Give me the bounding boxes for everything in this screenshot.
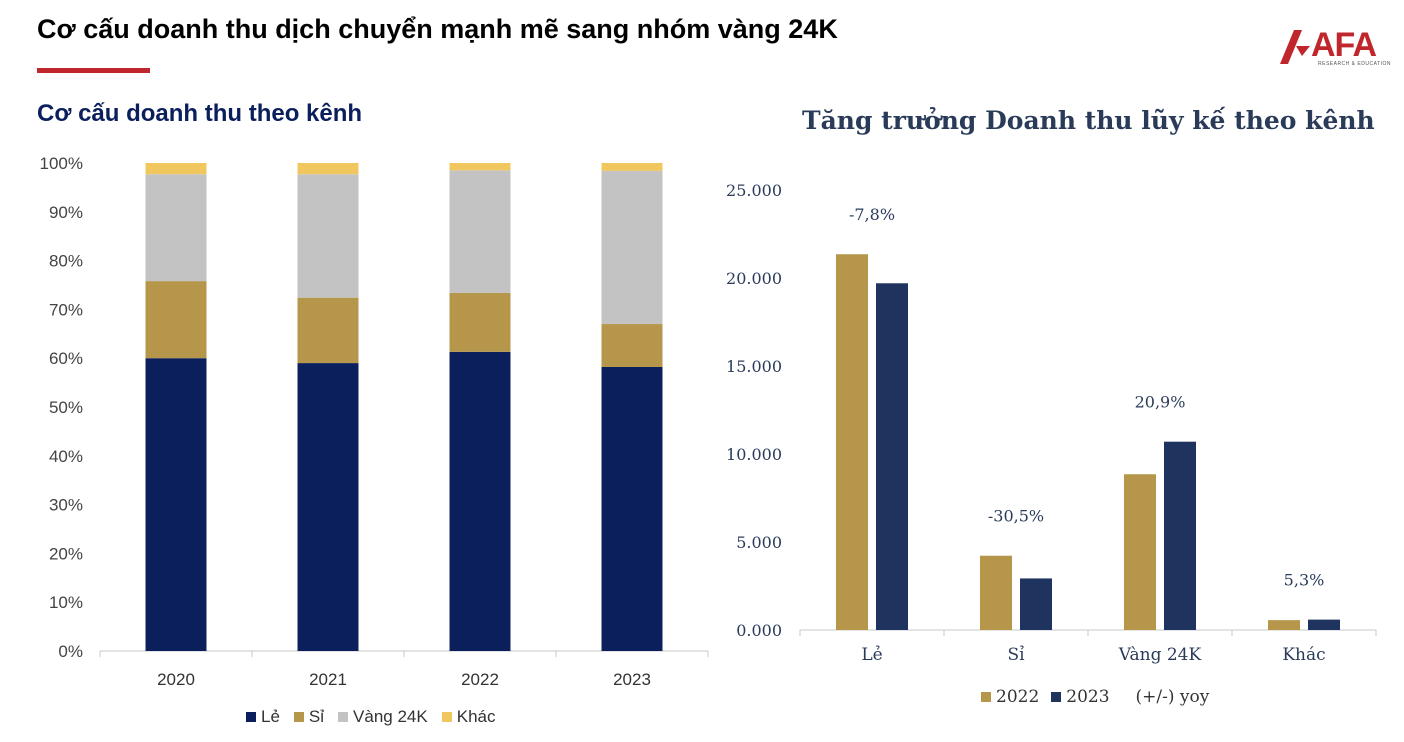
x-tick-label-left: 2020 (157, 670, 195, 689)
y-tick-label-left: 70% (49, 300, 83, 319)
bar-segment-Sỉ (297, 297, 359, 364)
page-title: Cơ cấu doanh thu dịch chuyển mạnh mẽ san… (37, 14, 838, 44)
x-tick-label-right: Khác (1282, 645, 1325, 665)
bar-segment-Vàng 24K (145, 174, 207, 282)
yoy-annotation: 20,9% (1135, 393, 1186, 412)
x-tick-label-right: Vàng 24K (1118, 645, 1202, 665)
bar-segment-Khác (449, 163, 511, 171)
logo-text: AFA (1311, 26, 1377, 64)
bar-segment-Sỉ (145, 281, 207, 359)
bar-segment-Vàng 24K (449, 170, 511, 293)
x-tick-label-left: 2022 (461, 670, 499, 689)
y-tick-label-right: 5.000 (736, 533, 782, 552)
x-tick-label-right: Sỉ (1007, 645, 1025, 665)
y-tick-label-left: 50% (49, 398, 83, 417)
right-legend: 2022 2023 (+/-) yoy (981, 687, 1209, 707)
bar-Lẻ-2022 (836, 254, 868, 631)
yoy-annotation: -30,5% (988, 507, 1044, 526)
legend-note-yoy: (+/-) yoy (1135, 687, 1210, 707)
logo-subtext: RESEARCH & EDUCATION (1318, 61, 1391, 67)
bar-segment-Sỉ (601, 324, 663, 367)
bar-segment-Lẻ (297, 363, 359, 651)
bar-segment-Khác (145, 163, 207, 175)
bar-Khác-2023 (1308, 619, 1340, 630)
bar-Vàng 24K-2023 (1164, 441, 1196, 630)
bar-segment-Khác (601, 163, 663, 171)
left-chart-title: Cơ cấu doanh thu theo kênh (37, 100, 363, 127)
y-tick-label-left: 60% (49, 349, 83, 368)
y-tick-label-left: 20% (49, 544, 83, 563)
y-tick-label-left: 0% (58, 642, 83, 661)
y-tick-label-left: 30% (49, 496, 83, 515)
x-tick-label-right: Lẻ (861, 645, 882, 665)
y-tick-label-right: 25.000 (726, 181, 782, 200)
bar-segment-Lẻ (449, 351, 511, 651)
legend-item-vang-24k: Vàng 24K (338, 707, 428, 727)
bar-segment-Vàng 24K (297, 174, 359, 298)
y-tick-label-left: 40% (49, 447, 83, 466)
bar-Vàng 24K-2022 (1124, 474, 1156, 630)
bar-segment-Lẻ (145, 358, 207, 651)
bar-Khác-2022 (1268, 620, 1300, 630)
yoy-annotation: -7,8% (849, 205, 895, 224)
left-legend: Lẻ Sỉ Vàng 24K Khác (246, 707, 495, 727)
bar-segment-Vàng 24K (601, 170, 663, 325)
right-chart-title: Tăng trưởng Doanh thu lũy kế theo kênh (802, 106, 1375, 135)
legend-item-2023: 2023 (1051, 687, 1110, 707)
bar-segment-Sỉ (449, 292, 511, 352)
title-underline (37, 68, 150, 73)
bar-Sỉ-2022 (980, 555, 1012, 630)
yoy-annotation: 5,3% (1284, 571, 1325, 590)
legend-item-le: Lẻ (246, 707, 280, 727)
y-tick-label-right: 20.000 (726, 269, 782, 288)
bar-segment-Lẻ (601, 366, 663, 651)
legend-item-si: Sỉ (293, 707, 324, 727)
y-tick-label-right: 10.000 (726, 445, 782, 464)
y-tick-label-left: 10% (49, 593, 83, 612)
bar-segment-Khác (297, 163, 359, 175)
legend-item-2022: 2022 (981, 687, 1039, 707)
y-tick-label-right: 0.000 (736, 621, 782, 640)
y-tick-label-left: 90% (49, 203, 83, 222)
bar-Sỉ-2023 (1020, 578, 1052, 630)
x-tick-label-left: 2023 (613, 670, 651, 689)
afa-logo-icon (1280, 30, 1310, 64)
bar-Lẻ-2023 (876, 283, 908, 630)
y-tick-label-left: 80% (49, 252, 83, 271)
legend-item-khac: Khác (441, 707, 495, 727)
y-tick-label-left: 100% (40, 154, 83, 173)
y-tick-label-right: 15.000 (726, 357, 782, 376)
stacked-bar-chart: 0% 10% 20% 30% 40% 50% 60% 70% 80% 90% 100% 2020 202… (40, 154, 709, 689)
x-tick-label-left: 2021 (309, 670, 347, 689)
